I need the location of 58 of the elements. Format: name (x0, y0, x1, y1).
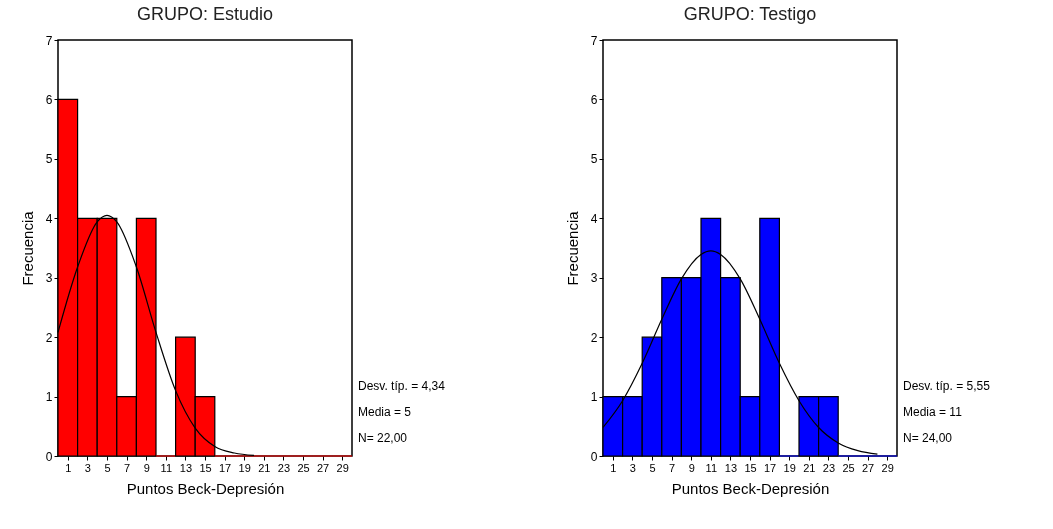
y-tick-label: 6 (590, 92, 598, 107)
x-tick-label: 25 (297, 461, 310, 474)
y-tick-label: 4 (45, 211, 53, 226)
y-tick-label: 1 (45, 390, 53, 405)
y-axis-title: Frecuencia (563, 210, 581, 286)
text: Desv. típ. = 4,34 (358, 379, 446, 393)
chart-title: GRUPO: Testigo (683, 4, 817, 24)
y-tick-label: 6 (45, 92, 53, 107)
x-tick-label: 9 (688, 461, 695, 474)
chart-title: GRUPO: Estudio (136, 4, 274, 24)
x-tick-label: 13 (724, 461, 738, 474)
x-tick-label: 11 (705, 461, 718, 474)
x-tick-label: 11 (160, 461, 173, 474)
x-tick-label: 23 (277, 461, 291, 474)
text: Media = 5 (358, 405, 412, 419)
x-tick-label: 9 (143, 461, 150, 474)
x-tick-label: 23 (822, 461, 836, 474)
x-tick-label: 27 (861, 461, 875, 474)
x-tick-label: 7 (124, 461, 131, 474)
x-tick-label: 3 (629, 461, 636, 474)
y-tick-label: 3 (45, 271, 53, 286)
x-tick-label: 5 (104, 461, 111, 474)
x-tick-label: 3 (84, 461, 91, 474)
x-tick-label: 27 (316, 461, 330, 474)
y-tick-label: 2 (590, 330, 598, 345)
y-tick-label: 7 (590, 33, 598, 48)
x-tick-label: 19 (238, 461, 251, 474)
x-axis-title: Puntos Beck-Depresión (126, 479, 285, 497)
y-tick-label: 4 (590, 211, 598, 226)
y-tick-label: 5 (590, 152, 598, 167)
text: Media = 11 (903, 405, 963, 419)
x-tick-label: 15 (744, 461, 757, 474)
x-tick-label: 15 (199, 461, 212, 474)
x-tick-label: 21 (803, 461, 816, 474)
y-tick-label: 0 (590, 449, 598, 464)
x-tick-label: 19 (783, 461, 796, 474)
y-axis-title: Frecuencia (18, 210, 36, 286)
y-tick-label: 5 (45, 152, 53, 167)
x-tick-label: 25 (842, 461, 855, 474)
y-tick-label: 3 (590, 271, 598, 286)
text: N= 24,00 (903, 431, 953, 445)
x-tick-label: 17 (218, 461, 232, 474)
y-tick-label: 1 (590, 390, 598, 405)
x-tick-label: 5 (649, 461, 656, 474)
text: Desv. típ. = 5,55 (903, 379, 991, 393)
y-tick-label: 2 (45, 330, 53, 345)
x-tick-label: 1 (65, 461, 72, 474)
y-tick-label: 7 (45, 33, 53, 48)
x-tick-label: 29 (881, 461, 894, 474)
x-axis-title: Puntos Beck-Depresión (671, 479, 830, 497)
x-tick-label: 1 (610, 461, 617, 474)
x-tick-label: 17 (763, 461, 777, 474)
x-tick-label: 29 (336, 461, 349, 474)
x-tick-label: 13 (179, 461, 193, 474)
y-tick-label: 0 (45, 449, 53, 464)
text: N= 22,00 (358, 431, 408, 445)
x-tick-label: 7 (669, 461, 676, 474)
x-tick-label: 21 (258, 461, 271, 474)
